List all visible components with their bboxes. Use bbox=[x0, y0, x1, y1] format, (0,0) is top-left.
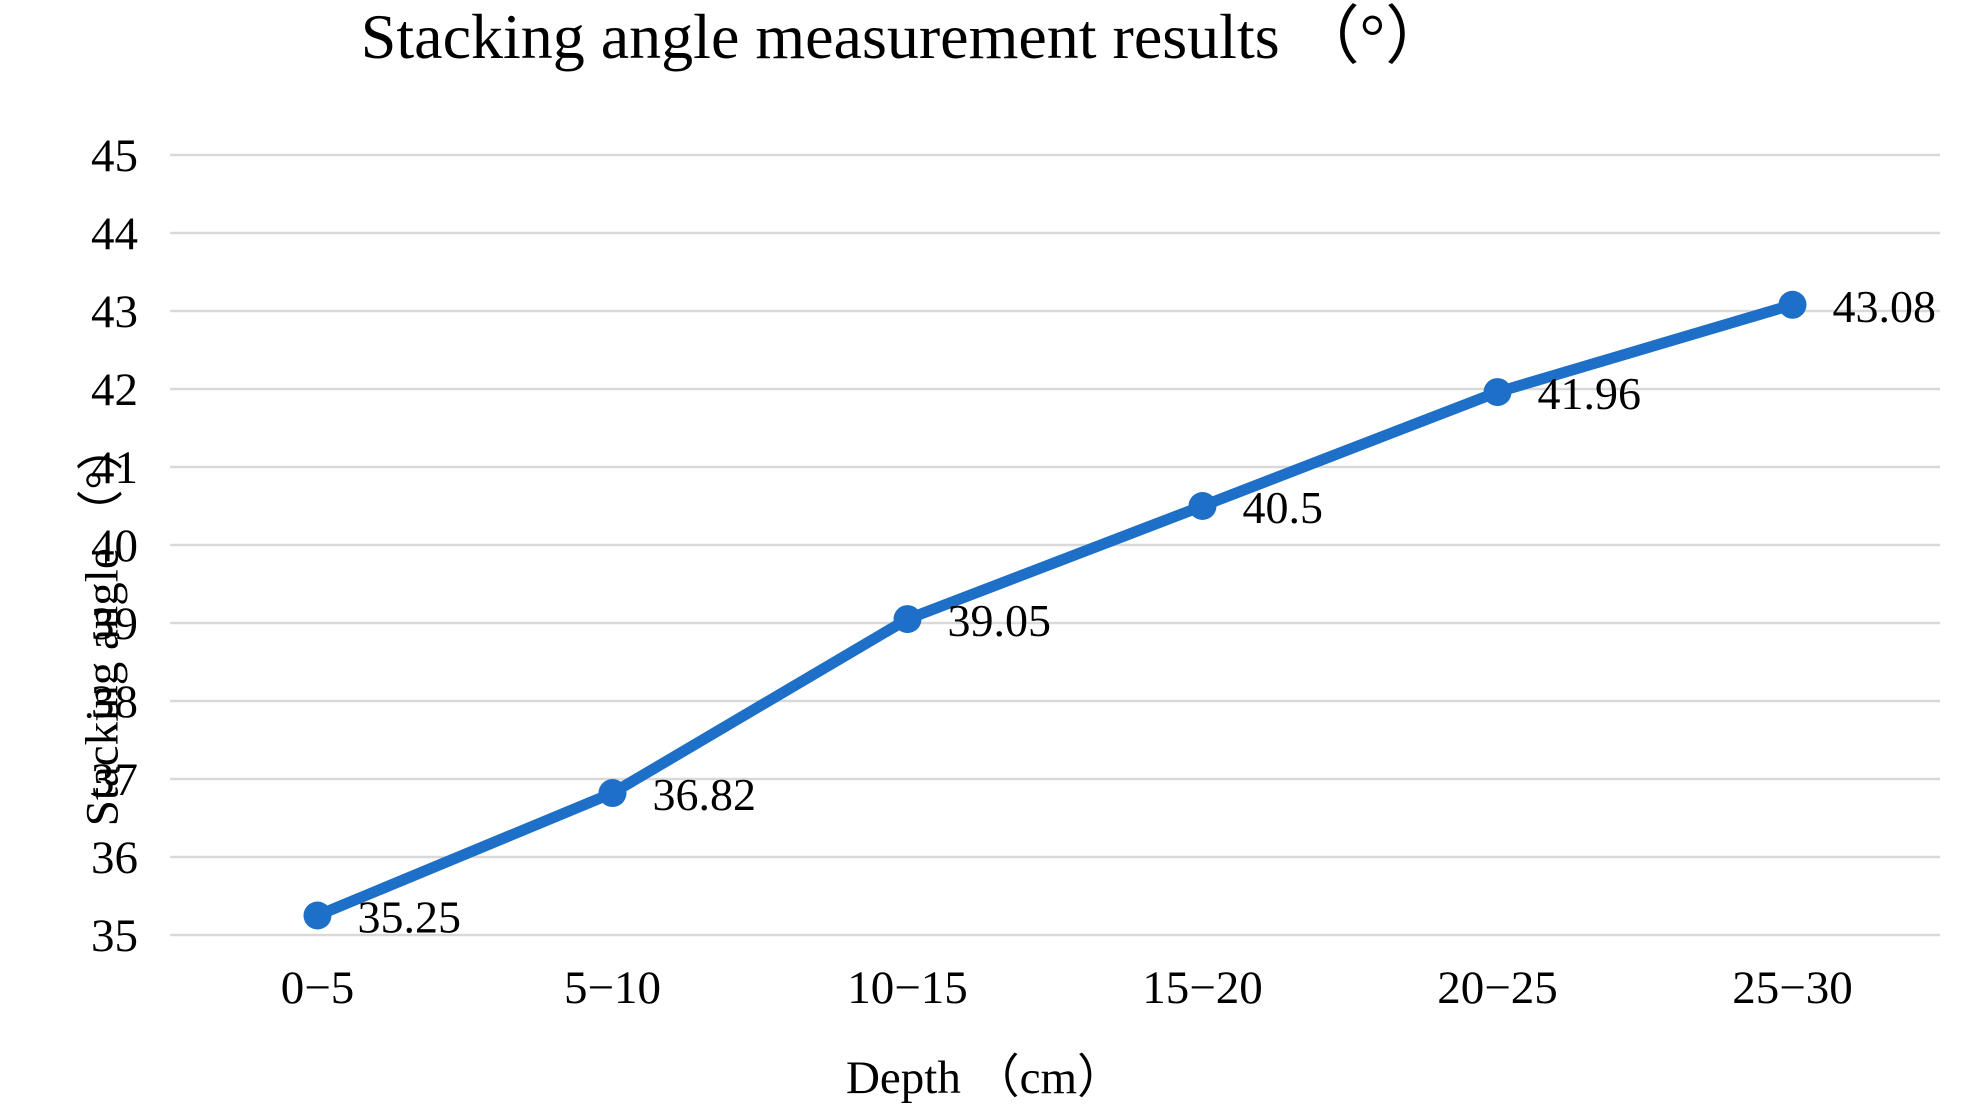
data-point-label: 41.96 bbox=[1538, 368, 1642, 419]
x-tick-label: 15−20 bbox=[1142, 962, 1263, 1014]
y-tick-label: 44 bbox=[91, 208, 138, 260]
y-tick-label: 42 bbox=[91, 364, 138, 416]
x-tick-label: 5−10 bbox=[564, 962, 661, 1014]
data-point-label: 40.5 bbox=[1243, 482, 1324, 533]
chart-title: Stacking angle measurement results （°） bbox=[360, 1, 1450, 72]
data-point-marker bbox=[598, 779, 627, 808]
x-tick-label: 10−15 bbox=[847, 962, 968, 1014]
x-tick-label: 0−5 bbox=[281, 962, 355, 1014]
y-tick-label: 37 bbox=[91, 754, 138, 806]
data-point-label: 35.25 bbox=[358, 892, 462, 943]
data-point-marker bbox=[1483, 378, 1512, 407]
series-line bbox=[312, 299, 1798, 921]
x-tick-label: 25−30 bbox=[1732, 962, 1853, 1014]
data-point-marker bbox=[303, 901, 332, 930]
data-point-marker bbox=[1188, 492, 1217, 520]
y-tick-label: 40 bbox=[91, 520, 138, 572]
y-tick-label: 38 bbox=[91, 676, 138, 728]
data-point-label: 36.82 bbox=[653, 769, 757, 820]
y-tick-label: 36 bbox=[91, 832, 138, 884]
data-point-marker bbox=[893, 605, 922, 634]
y-tick-label: 43 bbox=[91, 286, 138, 338]
y-tick-label: 39 bbox=[91, 598, 138, 650]
x-tick-label: 20−25 bbox=[1437, 962, 1558, 1014]
data-point-label: 43.08 bbox=[1833, 281, 1937, 332]
y-tick-label: 35 bbox=[91, 910, 138, 962]
y-tick-label: 41 bbox=[91, 442, 138, 494]
x-axis-title: Depth （cm） bbox=[845, 1052, 1125, 1104]
data-point-marker bbox=[1778, 290, 1807, 319]
data-point-label: 39.05 bbox=[948, 595, 1052, 646]
y-tick-label: 45 bbox=[91, 130, 138, 182]
